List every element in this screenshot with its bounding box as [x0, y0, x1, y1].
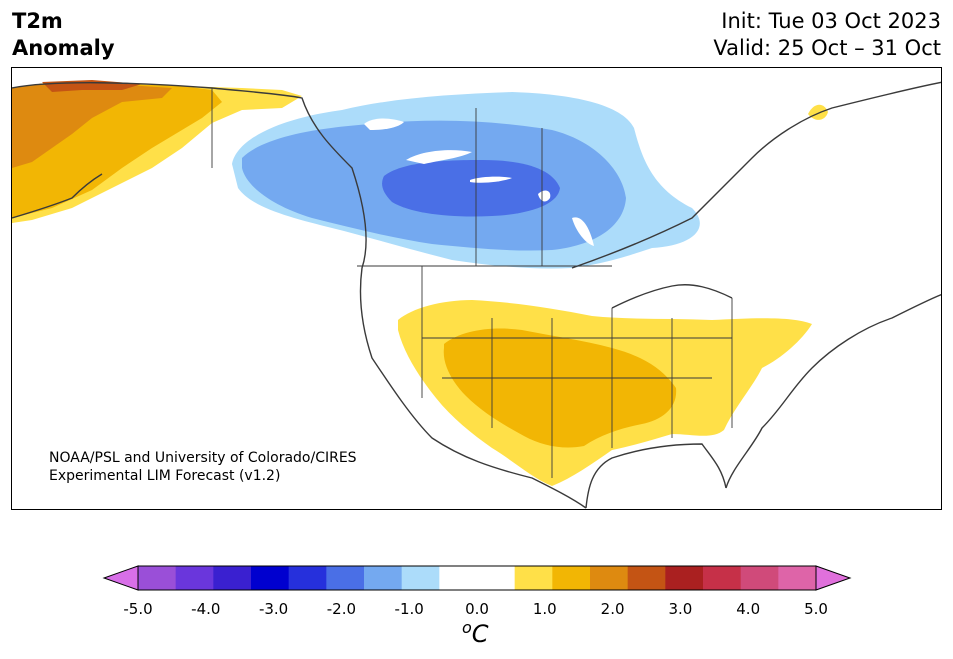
colorbar-segment — [364, 566, 403, 590]
canada-cold-3 — [382, 160, 560, 217]
colorbar-segment — [401, 566, 440, 590]
colorbar-segment — [138, 566, 177, 590]
unit-letter: C — [471, 620, 489, 648]
colorbar-segment — [213, 566, 252, 590]
alaska-warm-3 — [12, 82, 172, 168]
colorbar-tick-label: -3.0 — [258, 600, 289, 618]
colorbar-tick-label: 5.0 — [804, 600, 828, 618]
hudson-bay-south — [572, 217, 594, 246]
lake-athabasca — [470, 176, 512, 183]
forecast-dates: Init: Tue 03 Oct 2023 Valid: 25 Oct – 31… — [713, 8, 941, 62]
colorbar-segment — [552, 566, 591, 590]
colorbar-segments — [138, 566, 817, 590]
colorbar-segment — [590, 566, 629, 590]
great-bear-lake — [364, 118, 404, 130]
lake-winnipeg — [538, 190, 551, 202]
colorbar-segment — [477, 566, 516, 590]
great-slave-lake — [406, 150, 472, 164]
colorbar-segment — [439, 566, 478, 590]
state-borders — [211, 88, 733, 478]
map-title: T2m Anomaly — [12, 8, 115, 62]
colorbar-segment — [326, 566, 365, 590]
anomaly-map — [11, 67, 942, 510]
colorbar-tick-label: -1.0 — [394, 600, 424, 618]
colorbar — [102, 565, 852, 591]
colorbar-tick-label: 1.0 — [532, 600, 557, 618]
data-credit: NOAA/PSL and University of Colorado/CIRE… — [49, 449, 357, 485]
colorbar-tick-label: -5.0 — [123, 600, 153, 618]
credit-line-2: Experimental LIM Forecast (v1.2) — [49, 468, 281, 484]
map-canvas — [12, 80, 941, 509]
colorbar-segment — [514, 566, 553, 590]
us-warm-2 — [443, 328, 677, 448]
valid-date: Valid: 25 Oct – 31 Oct — [713, 36, 941, 60]
colorbar-extend-low — [102, 565, 139, 591]
colorbar-segment — [740, 566, 779, 590]
colorbar-unit: oC — [462, 618, 489, 648]
colorbar-segment — [175, 566, 214, 590]
colorbar-tick-label: 2.0 — [600, 600, 625, 618]
credit-line-1: NOAA/PSL and University of Colorado/CIRE… — [49, 450, 357, 466]
colorbar-tick-label: -4.0 — [191, 600, 221, 618]
colorbar-tick-label: 0.0 — [465, 600, 489, 618]
unit-superscript: o — [462, 618, 472, 637]
colorbar-segment — [251, 566, 290, 590]
init-date: Init: Tue 03 Oct 2023 — [721, 9, 941, 33]
colorbar-segment — [665, 566, 704, 590]
colorbar-segment — [288, 566, 327, 590]
colorbar-outline — [137, 565, 817, 591]
colorbar-tick-label: 4.0 — [736, 600, 761, 618]
colorbar-extend-high — [815, 565, 852, 591]
colorbar-segment — [778, 566, 817, 590]
colorbar-segment — [627, 566, 666, 590]
title-line-2: Anomaly — [12, 36, 115, 60]
colorbar-segment — [703, 566, 742, 590]
title-line-1: T2m — [12, 9, 63, 33]
colorbar-tick-label: 3.0 — [668, 600, 693, 618]
colorbar-tick-label: -2.0 — [326, 600, 357, 618]
